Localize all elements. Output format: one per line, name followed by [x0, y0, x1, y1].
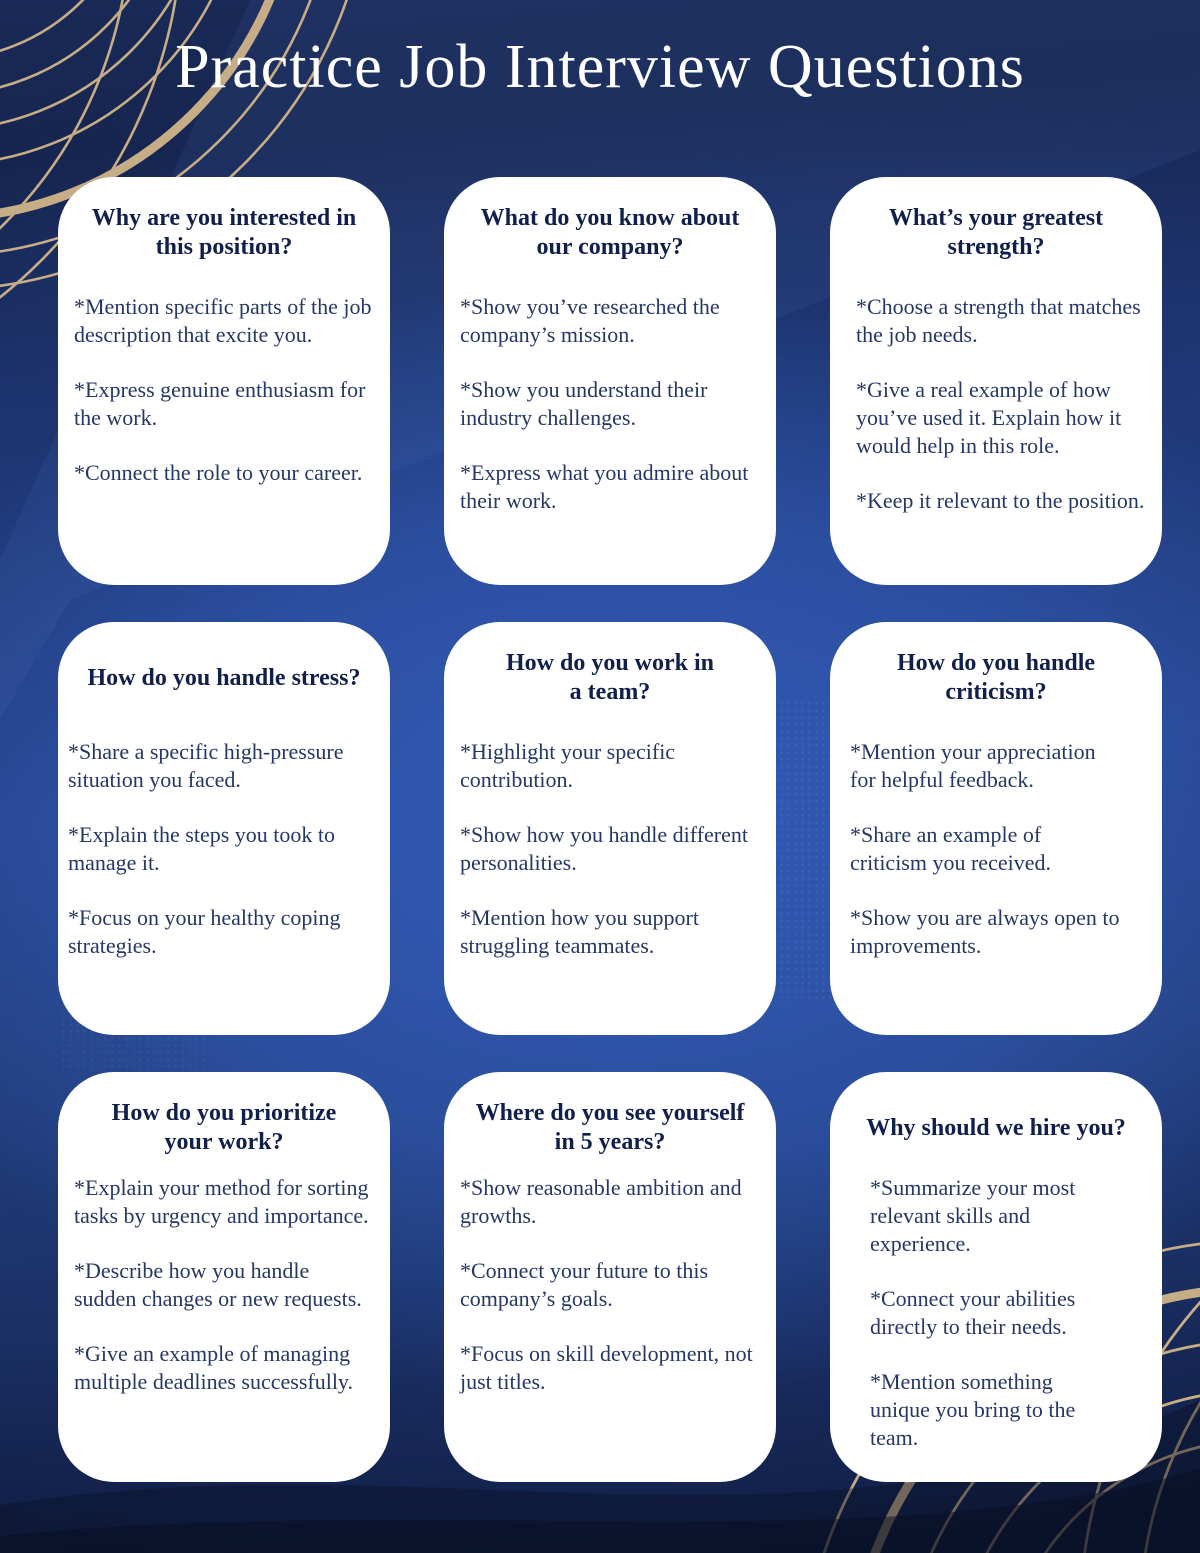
- bullet-item: *Mention how you support struggling team…: [460, 904, 699, 958]
- bullet-item: *Keep it relevant to the position.: [856, 487, 1145, 513]
- bullet-item: *Mention your appreciation for helpful f…: [850, 739, 1096, 792]
- card-title-line: criticism?: [945, 679, 1047, 705]
- bullet-item: *Highlight your specific contribution.: [460, 739, 676, 792]
- cards-grid: Why are you interested in this position? …: [58, 177, 1162, 1482]
- card-title-line: strength?: [947, 234, 1045, 260]
- bullet-item: *Explain your method for sorting tasks b…: [74, 1175, 369, 1228]
- card-title: What do you know about our company?: [464, 203, 756, 263]
- question-card: What’s your greatest strength? *Choose a …: [830, 177, 1162, 585]
- card-title: How do you handle stress?: [78, 648, 370, 708]
- bullet-item: *Mention something unique you bring to t…: [870, 1368, 1076, 1450]
- bullet-item: *Give a real example of how you’ve used …: [856, 376, 1122, 458]
- card-title: What’s your greatest strength?: [850, 203, 1142, 263]
- bullet-item: *Show you’ve researched the company’s mi…: [460, 294, 720, 347]
- card-title-line: How do you work in: [505, 650, 715, 677]
- bullet-item: *Express genuine enthusiasm for the work…: [74, 376, 366, 430]
- card-title-line: How do you handle: [896, 650, 1096, 677]
- card-title-line: a team?: [569, 679, 651, 705]
- bullet-item: *Share an example of criticism you recei…: [850, 821, 1051, 875]
- card-body: *Choose a strength that matches the job …: [844, 293, 1148, 515]
- question-card: How do you work in a team? *Highlight you…: [444, 622, 776, 1035]
- card-title: How do you prioritize your work?: [78, 1098, 370, 1158]
- card-title: Where do you see yourself in 5 years?: [464, 1098, 756, 1158]
- bullet-item: *Mention specific parts of the job descr…: [74, 294, 372, 347]
- question-card: How do you handle criticism? *Mention you…: [830, 622, 1162, 1035]
- bullet-item: *Give an example of managing multiple de…: [74, 1340, 354, 1394]
- card-title: How do you work in a team?: [464, 648, 756, 708]
- page-title: Practice Job Interview Questions: [175, 33, 1025, 101]
- card-title-line: our company?: [536, 234, 684, 260]
- bullet-item: *Summarize your most relevant skills and…: [870, 1175, 1076, 1256]
- question-card: How do you prioritize your work? *Explain…: [58, 1072, 390, 1482]
- bullet-item: *Show reasonable ambition and growths.: [460, 1175, 742, 1228]
- bullet-item: *Show how you handle different personali…: [460, 821, 748, 875]
- card-title-line: Why are you interested in: [91, 205, 357, 232]
- card-body: *Summarize your most relevant skills and…: [844, 1174, 1148, 1452]
- card-title-line: How do you handle stress?: [87, 664, 361, 691]
- question-card: What do you know about our company? *Show…: [444, 177, 776, 585]
- bullet-item: *Express what you admire about their wor…: [460, 459, 749, 513]
- question-card: Where do you see yourself in 5 years? *Sh…: [444, 1072, 776, 1482]
- question-card: Why should we hire you? *Summarize your …: [830, 1072, 1162, 1482]
- card-body: *Mention specific parts of the job descr…: [72, 293, 376, 487]
- card-body: *Highlight your specific contribution. *S…: [458, 738, 762, 960]
- bullet-item: *Show you are always open to improvement…: [850, 904, 1120, 958]
- card-body: *Show you’ve researched the company’s mi…: [458, 293, 762, 515]
- card-body: *Show reasonable ambition and growths. *C…: [458, 1174, 762, 1396]
- card-body: *Share a specific high-pressure situatio…: [66, 738, 382, 960]
- card-body: *Explain your method for sorting tasks b…: [72, 1174, 376, 1396]
- card-title: Why are you interested in this position?: [78, 203, 370, 263]
- card-title-line: your work?: [164, 1129, 284, 1155]
- bullet-item: *Focus on skill development, not just ti…: [460, 1340, 753, 1394]
- card-title-line: How do you prioritize: [111, 1100, 337, 1127]
- bullet-item: *Show you understand their industry chal…: [460, 376, 708, 430]
- card-body: *Mention your appreciation for helpful f…: [844, 738, 1148, 960]
- bullet-item: *Focus on your healthy coping strategies…: [68, 904, 341, 958]
- bullet-item: *Share a specific high-pressure situatio…: [68, 739, 344, 792]
- bullet-item: *Connect the role to your career.: [74, 459, 363, 485]
- card-title: How do you handle criticism?: [850, 648, 1142, 708]
- card-title-line: this position?: [155, 234, 293, 260]
- bullet-item: *Explain the steps you took to manage it…: [68, 821, 336, 875]
- card-title: Why should we hire you?: [850, 1098, 1142, 1158]
- card-title-line: What do you know about: [480, 205, 740, 232]
- card-title-line: Where do you see yourself: [475, 1100, 745, 1127]
- card-title-line: What’s your greatest: [888, 205, 1104, 232]
- question-card: How do you handle stress? *Share a speci…: [58, 622, 390, 1035]
- question-card: Why are you interested in this position? …: [58, 177, 390, 585]
- bullet-item: *Connect your future to this company’s g…: [460, 1257, 709, 1311]
- bullet-item: *Describe how you handle sudden changes …: [74, 1257, 362, 1311]
- card-title-line: Why should we hire you?: [866, 1114, 1126, 1141]
- card-title-line: in 5 years?: [554, 1129, 666, 1155]
- bullet-item: *Choose a strength that matches the job …: [856, 294, 1141, 347]
- bullet-item: *Connect your abilities directly to thei…: [870, 1285, 1076, 1339]
